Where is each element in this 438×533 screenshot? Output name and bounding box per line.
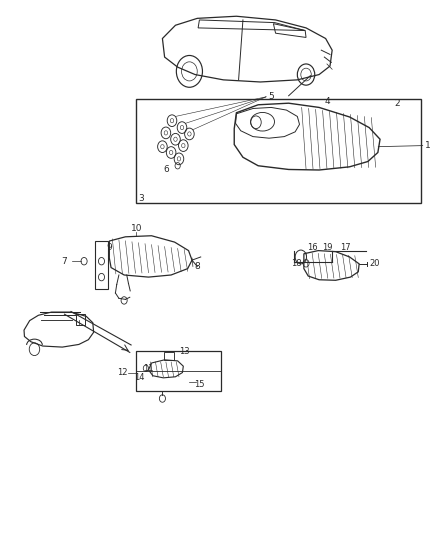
Text: 8: 8 [194, 262, 200, 271]
Text: 19: 19 [322, 243, 333, 252]
Text: 9: 9 [106, 244, 112, 253]
Text: 13: 13 [179, 347, 190, 356]
Text: 18: 18 [291, 260, 302, 268]
Text: 6: 6 [163, 165, 169, 174]
Text: 17: 17 [340, 243, 350, 252]
Bar [76, 314, 85, 325]
Text: 2: 2 [395, 99, 400, 108]
Bar [95, 241, 108, 289]
Text: 5: 5 [268, 92, 274, 101]
Text: 14: 14 [134, 373, 145, 382]
Text: 1: 1 [425, 141, 431, 150]
Text: 15: 15 [194, 379, 205, 389]
Text: 16: 16 [307, 243, 318, 252]
Text: 12: 12 [117, 368, 127, 377]
Bar [136, 100, 421, 203]
Text: 4: 4 [325, 96, 331, 106]
Text: 11: 11 [143, 364, 154, 373]
Bar [136, 351, 221, 391]
Bar [164, 352, 174, 360]
Text: 3: 3 [138, 194, 144, 203]
Text: 10: 10 [131, 224, 142, 233]
Text: 20: 20 [370, 260, 380, 268]
Text: 7: 7 [62, 257, 67, 265]
